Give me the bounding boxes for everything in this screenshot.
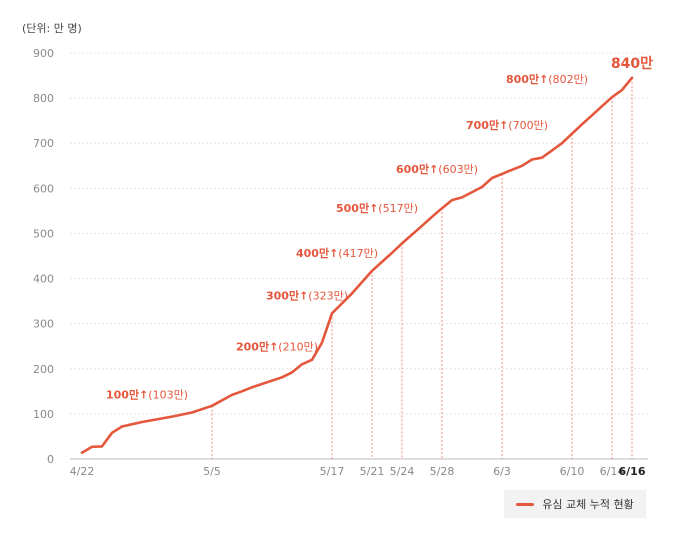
x-axis-ticks: 4/22 5/5 5/17 5/21 5/24 5/28 6/3 6/10 6/146/16 <box>70 465 646 478</box>
milestone-threshold: 200만↑ <box>236 339 278 353</box>
x-tick-label: 6/16 <box>619 465 646 478</box>
series-line <box>80 76 634 455</box>
milestone-threshold: 700만↑ <box>466 118 508 132</box>
x-tick-label: 5/24 <box>390 465 415 478</box>
y-tick-label: 700 <box>33 137 54 150</box>
y-tick-label: 500 <box>33 227 54 240</box>
final-value-label: 840만 <box>611 56 653 72</box>
date-marker-lines <box>211 77 633 459</box>
milestone-label: 100만↑(103만) <box>106 388 188 402</box>
milestone-annotations: 100만↑(103만) 200만↑(210만) 300만↑(323만) 400만↑(4… <box>106 72 588 401</box>
milestone-label: 700만↑(700만) <box>466 118 548 132</box>
milestone-label: 400만↑(417만) <box>296 246 378 260</box>
x-tick-label: 6/3 <box>493 465 511 478</box>
y-tick-label: 0 <box>47 453 54 466</box>
y-tick-label: 800 <box>33 92 54 105</box>
y-tick-label: 400 <box>33 273 54 286</box>
y-tick-label: 300 <box>33 318 54 331</box>
legend-swatch <box>516 502 535 506</box>
milestone-threshold: 600만↑ <box>396 162 438 176</box>
milestone-value: (802만) <box>548 73 588 86</box>
milestone-label: 800만↑(802만) <box>506 72 588 86</box>
x-tick-label: 5/5 <box>203 465 221 478</box>
milestone-threshold: 300만↑ <box>266 288 308 302</box>
x-tick-label: 5/28 <box>430 465 455 478</box>
x-tick-label: 4/22 <box>70 465 95 478</box>
milestone-threshold: 400만↑ <box>296 246 338 260</box>
milestone-value: (210만) <box>278 340 318 353</box>
milestone-label: 500만↑(517만) <box>336 201 418 215</box>
milestone-value: (103만) <box>148 389 188 402</box>
grid-lines <box>70 52 648 460</box>
x-tick-label: 5/17 <box>320 465 345 478</box>
y-tick-label: 600 <box>33 182 54 195</box>
milestone-threshold: 100만↑ <box>106 388 148 402</box>
unit-label: (단위: 만 명) <box>22 22 82 35</box>
x-tick-label: 5/21 <box>360 465 385 478</box>
milestone-label: 300만↑(323만) <box>266 288 348 302</box>
y-tick-label: 900 <box>33 47 54 60</box>
x-tick-label: 6/14 <box>600 465 625 478</box>
milestone-value: (417만) <box>338 247 378 260</box>
milestone-threshold: 800만↑ <box>506 72 548 86</box>
milestone-value: (603만) <box>438 163 478 176</box>
y-axis-ticks: 0 100 200 300 400 500 600 700 800 900 <box>33 47 54 466</box>
milestone-label: 200만↑(210만) <box>236 339 318 353</box>
milestone-threshold: 500만↑ <box>336 201 378 215</box>
y-tick-label: 200 <box>33 363 54 376</box>
x-tick-label: 6/10 <box>560 465 585 478</box>
legend: 유심 교체 누적 현황 <box>504 490 646 518</box>
legend-label: 유심 교체 누적 현황 <box>542 498 634 511</box>
series-line-path <box>80 76 634 455</box>
milestone-value: (517만) <box>378 202 418 215</box>
milestone-value: (700만) <box>508 119 548 132</box>
milestone-label: 600만↑(603만) <box>396 162 478 176</box>
y-tick-label: 100 <box>33 408 54 421</box>
milestone-value: (323만) <box>308 289 348 302</box>
